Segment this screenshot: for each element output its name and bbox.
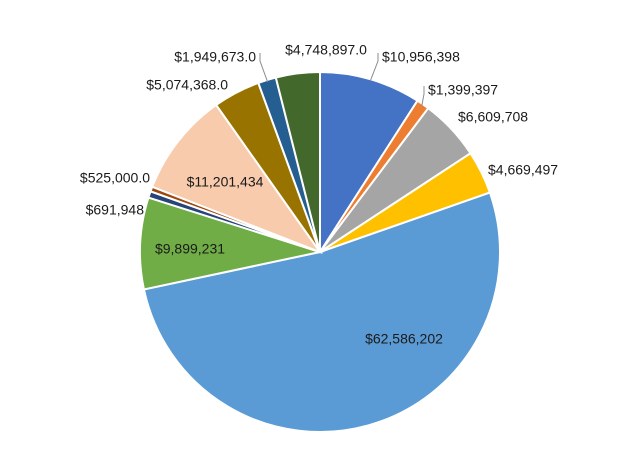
data-label-4: $62,586,202 — [365, 331, 443, 347]
data-label-7: $525,000.0 — [80, 170, 150, 186]
data-label-9: $5,074,368.0 — [146, 77, 228, 93]
data-label-2: $6,609,708 — [458, 109, 528, 125]
data-label-8: $11,201,434 — [187, 174, 264, 190]
data-label-10: $1,949,673.0 — [174, 49, 256, 65]
pie-slice-5 — [139, 196, 324, 291]
leader-line-0 — [369, 53, 379, 82]
data-label-3: $4,669,497 — [488, 162, 558, 178]
data-label-5: $9,899,231 — [155, 241, 225, 257]
data-label-11: $4,748,897.0 — [285, 42, 367, 58]
data-label-6: $691,948 — [86, 202, 145, 218]
leader-line-1 — [421, 86, 425, 107]
pie-slice-4 — [142, 191, 501, 433]
data-label-0: $10,956,398 — [382, 49, 460, 65]
pie-slices — [139, 70, 501, 433]
data-label-1: $1,399,397 — [428, 82, 498, 98]
pie-slice-8 — [150, 103, 323, 255]
pie-slice-11 — [274, 70, 321, 253]
leader-lines — [259, 53, 425, 107]
leader-line-10 — [259, 53, 269, 83]
data-labels: $10,956,398 $1,399,397 $6,609,708 $4,669,49… — [80, 42, 558, 347]
